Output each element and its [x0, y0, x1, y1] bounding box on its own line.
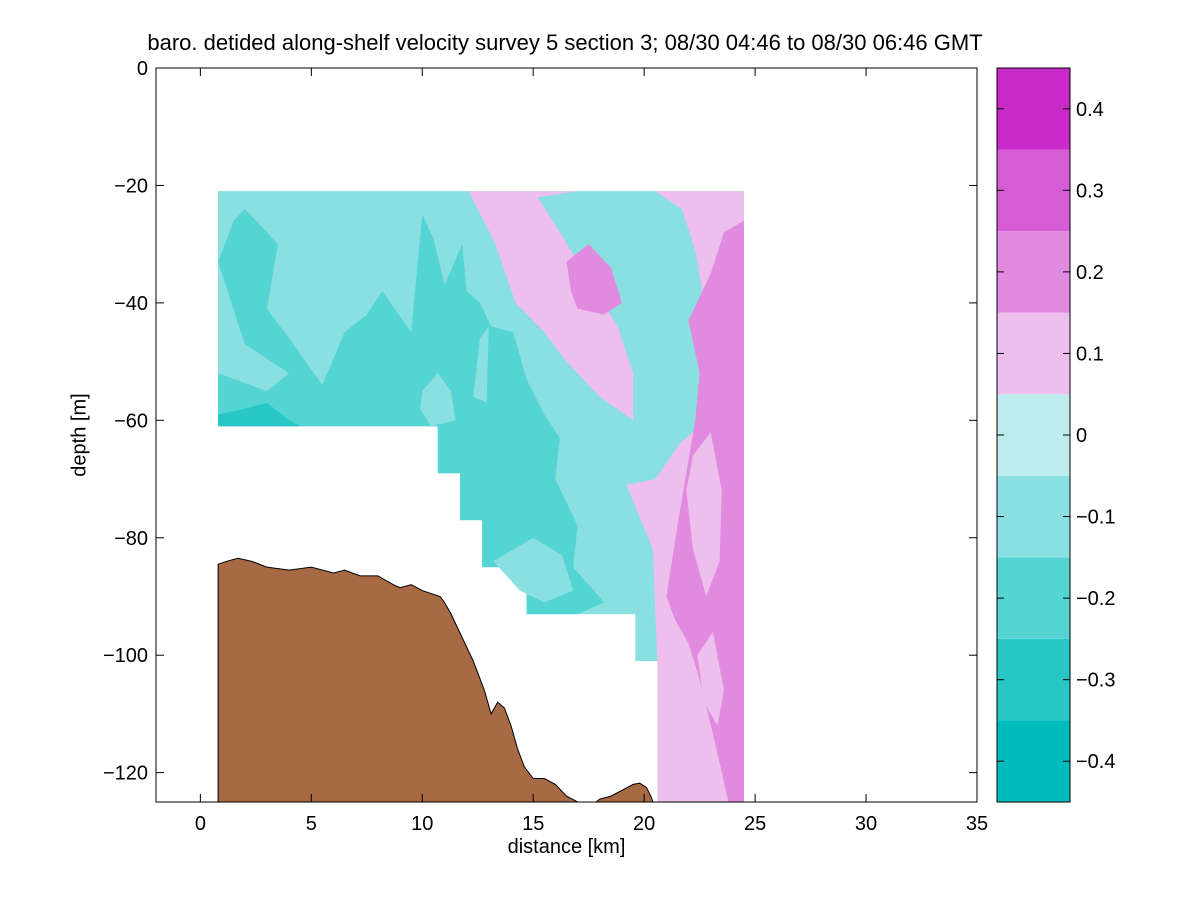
y-tick-label: −120	[103, 763, 148, 785]
colorbar-swatch-4	[997, 394, 1070, 476]
y-axis-label: depth [m]	[68, 393, 91, 477]
x-tick-label: 15	[522, 813, 544, 835]
x-tick-label: 10	[411, 813, 433, 835]
colorbar-tick-label: 0.3	[1076, 180, 1104, 202]
y-tick-label: −40	[114, 293, 148, 315]
y-tick-label: −80	[114, 528, 148, 550]
x-tick-label: 5	[306, 813, 317, 835]
colorbar-swatch-2	[997, 557, 1070, 639]
contour-region-8	[566, 244, 622, 315]
colorbar-tick-label: 0.4	[1076, 99, 1104, 121]
colorbar-swatch-0	[997, 720, 1070, 802]
colorbar-tick-label: 0.2	[1076, 262, 1104, 284]
y-tick-label: −60	[114, 410, 148, 432]
contour-region-1	[218, 208, 605, 615]
colorbar-swatch-3	[997, 475, 1070, 558]
x-tick-label: 25	[744, 813, 766, 835]
colorbar-tick-label: 0	[1076, 425, 1087, 447]
y-tick-label: −20	[114, 175, 148, 197]
x-tick-label: 30	[855, 813, 877, 835]
x-tick-label: 35	[966, 813, 988, 835]
contour-region-6	[468, 191, 744, 802]
contour-region-2	[420, 373, 456, 427]
contour-region-9	[686, 432, 722, 597]
y-tick-label: 0	[137, 58, 148, 80]
y-tick-label: −100	[103, 645, 148, 667]
x-axis-label: distance [km]	[507, 836, 626, 858]
colorbar-tick-label: −0.1	[1076, 507, 1115, 529]
colorbar-swatch-7	[997, 149, 1070, 232]
seafloor-bathymetry	[217, 557, 654, 802]
chart-title: baro. detided along-shelf velocity surve…	[147, 30, 983, 55]
colorbar-swatch-8	[997, 68, 1070, 150]
axes-frame	[155, 67, 978, 803]
contour-region-4	[473, 326, 489, 403]
contour-region-5	[218, 402, 301, 427]
colorbar-swatch-5	[997, 312, 1070, 395]
bathymetry-layer	[217, 557, 654, 802]
colorbar-tick-label: −0.3	[1076, 670, 1115, 692]
colorbar-swatch-1	[997, 638, 1070, 721]
colorbar: −0.4 −0.3 −0.2 −0.1 0 0.1 0.2 0.3 0.4	[996, 67, 1115, 803]
x-tick-label: 0	[195, 813, 206, 835]
axes-layer: 0 5 10 15 20 25 30 35 0 −20 −40 −60 −80 −100 −120	[103, 58, 988, 835]
contour-region-10	[697, 631, 724, 726]
colorbar-tick-label: 0.1	[1076, 343, 1104, 365]
contour-fill-layer	[218, 191, 744, 802]
colorbar-tick-label: −0.4	[1076, 751, 1115, 773]
x-tick-label: 20	[633, 813, 655, 835]
contour-region-3	[493, 537, 574, 603]
colorbar-tick-label: −0.2	[1076, 588, 1115, 610]
colorbar-swatch-6	[997, 231, 1070, 313]
